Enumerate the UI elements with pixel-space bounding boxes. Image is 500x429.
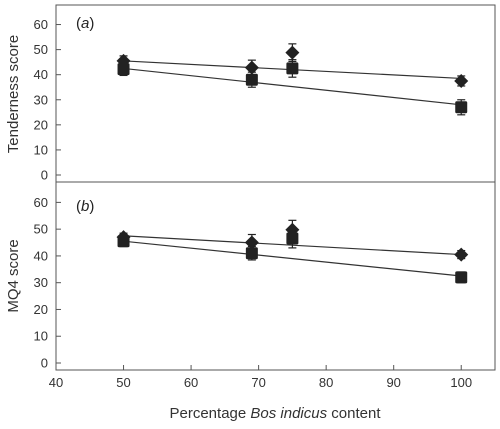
data-point-square bbox=[455, 271, 468, 284]
panel-b-label: (b) bbox=[76, 198, 94, 215]
x-tick-label: 90 bbox=[386, 375, 400, 390]
y-tick-label: 40 bbox=[34, 248, 48, 263]
data-point-diamond bbox=[244, 60, 259, 75]
x-tick-label: 40 bbox=[49, 375, 63, 390]
data-point-square bbox=[286, 62, 299, 75]
x-axis-title: Percentage Bos indicus content bbox=[170, 405, 382, 422]
data-point-square bbox=[286, 232, 299, 245]
panel-a-yticks: 0 10 20 30 40 50 60 bbox=[34, 17, 61, 183]
panel-a-ylabel: Tenderness score bbox=[5, 35, 22, 153]
panel-a-frame bbox=[55, 4, 496, 183]
y-tick-label: 40 bbox=[34, 67, 48, 82]
data-point-square bbox=[117, 63, 130, 76]
panel-b-ylabel: MQ4 score bbox=[5, 239, 22, 312]
x-tick-label: 80 bbox=[319, 375, 333, 390]
y-tick-label: 30 bbox=[34, 92, 48, 107]
y-tick-label: 0 bbox=[41, 168, 48, 183]
fit-line bbox=[123, 67, 462, 106]
y-tick-label: 10 bbox=[34, 142, 48, 157]
y-tick-label: 20 bbox=[34, 117, 48, 132]
data-point-diamond bbox=[285, 45, 300, 60]
panel-a: (a) Tenderness score 0 10 20 30 40 50 60 bbox=[5, 4, 496, 183]
y-tick-label: 50 bbox=[34, 222, 48, 237]
x-tick-label: 100 bbox=[450, 375, 472, 390]
panel-b-frame bbox=[55, 181, 496, 371]
panel-a-label: (a) bbox=[76, 15, 94, 32]
data-point-square bbox=[245, 247, 258, 260]
data-point-square bbox=[117, 235, 130, 248]
x-tick-label: 60 bbox=[184, 375, 198, 390]
y-tick-label: 60 bbox=[34, 17, 48, 32]
x-tick-label: 50 bbox=[116, 375, 130, 390]
panel-b: (b) MQ4 score 0 10 20 30 40 50 60 40 50 60 70 80 90… bbox=[5, 181, 496, 390]
data-point-diamond bbox=[454, 73, 469, 88]
panel-b-yticks: 0 10 20 30 40 50 60 bbox=[34, 195, 61, 371]
data-point-square bbox=[455, 101, 468, 114]
panel-b-points bbox=[116, 219, 469, 284]
y-tick-label: 50 bbox=[34, 42, 48, 57]
x-axis-ticks: 40 50 60 70 80 90 100 bbox=[49, 365, 472, 390]
panel-a-points bbox=[116, 43, 469, 116]
y-tick-label: 60 bbox=[34, 195, 48, 210]
y-tick-label: 20 bbox=[34, 302, 48, 317]
fit-line bbox=[123, 240, 462, 277]
y-tick-label: 30 bbox=[34, 275, 48, 290]
x-tick-label: 70 bbox=[251, 375, 265, 390]
data-point-diamond bbox=[454, 247, 469, 262]
y-tick-label: 0 bbox=[41, 356, 48, 371]
data-point-square bbox=[245, 73, 258, 86]
y-tick-label: 10 bbox=[34, 329, 48, 344]
